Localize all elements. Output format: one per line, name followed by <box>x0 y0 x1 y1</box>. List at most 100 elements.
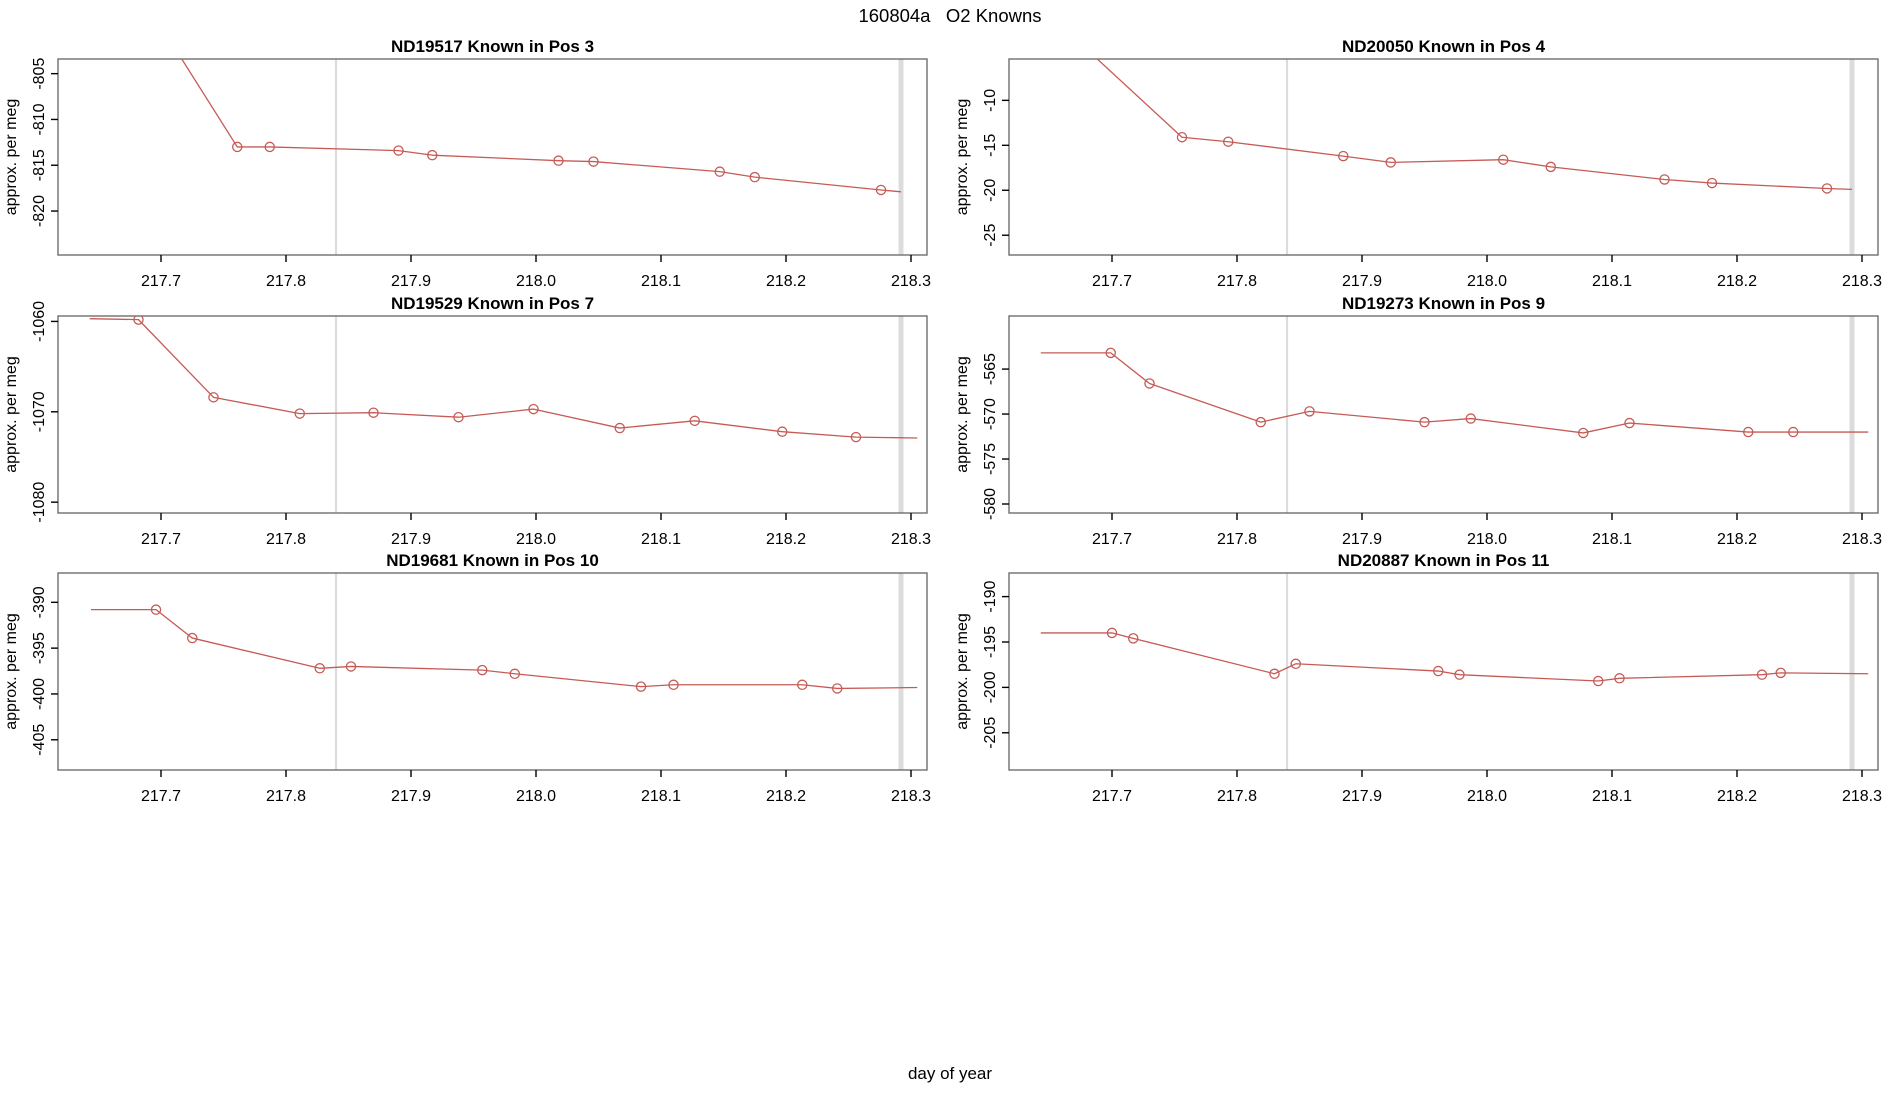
y-tick-label: -570 <box>982 398 999 430</box>
x-tick-label: 217.7 <box>1092 531 1132 548</box>
y-tick-label: -195 <box>982 626 999 658</box>
data-point <box>1545 161 1557 173</box>
data-point <box>668 679 679 691</box>
y-tick-label: -10 <box>982 89 999 112</box>
data-point <box>1624 417 1635 429</box>
y-axis: -805 -810 -815 -820 <box>31 58 58 227</box>
x-tick-label: 218.0 <box>1467 788 1507 805</box>
panel-nd19681: 217.7 217.8 217.9 218.0 218.1 218.2 218.3-390-… <box>3 551 931 805</box>
x-tick-label: 218.1 <box>1592 273 1632 290</box>
data-series <box>1040 627 1869 687</box>
y-tick-label: -820 <box>31 195 48 227</box>
main-title: 160804a O2 Knowns <box>858 5 1042 26</box>
data-point <box>850 431 862 443</box>
data-point <box>1045 10 1054 19</box>
x-tick-label: 218.3 <box>891 273 931 290</box>
data-line <box>180 59 902 193</box>
data-point <box>264 141 275 153</box>
y-tick-label: -1080 <box>31 482 48 523</box>
data-series <box>89 316 918 443</box>
x-axis: 217.7 217.8 217.9 218.0 218.1 218.2 218.3 <box>141 513 931 548</box>
x-tick-label: 217.7 <box>141 788 181 805</box>
data-point <box>689 415 701 427</box>
data-point <box>635 681 647 692</box>
y-tick-label: -1060 <box>31 301 48 342</box>
data-point <box>1128 633 1139 644</box>
y-axis: -565 -570 -575 -580 <box>982 353 1009 520</box>
y-tick-label: -15 <box>982 134 999 157</box>
data-point <box>1105 347 1117 359</box>
y-tick-label: -20 <box>982 179 999 202</box>
x-tick-label: 218.1 <box>1592 788 1632 805</box>
x-tick-label: 218.3 <box>1842 531 1882 548</box>
data-point <box>1223 136 1234 147</box>
data-point <box>231 141 243 153</box>
data-point <box>614 422 626 434</box>
data-series <box>1040 347 1869 439</box>
data-point <box>294 408 305 419</box>
data-point <box>1176 131 1188 143</box>
y-tick-label: -25 <box>982 224 999 247</box>
data-point <box>832 683 843 694</box>
panel-title: ND20050 Known in Pos 4 <box>1342 37 1546 56</box>
x-axis: 217.7 217.8 217.9 218.0 218.1 218.2 218.3 <box>141 770 931 805</box>
panel-nd20050: 217.7 217.8 217.9 218.0 218.1 218.2 218.3-10-1… <box>954 10 1882 290</box>
data-point <box>588 156 599 167</box>
data-line <box>1040 632 1869 682</box>
data-point <box>528 403 539 415</box>
data-point <box>1465 413 1477 424</box>
y-tick-label: -805 <box>31 58 48 90</box>
data-point <box>1106 627 1118 639</box>
x-tick-label: 218.0 <box>1467 531 1507 548</box>
data-point <box>797 679 808 691</box>
plot-box <box>57 58 928 256</box>
x-tick-label: 217.9 <box>1342 531 1382 548</box>
panel-nd20887: 217.7 217.8 217.9 218.0 218.1 218.2 218.3-190-… <box>954 551 1882 805</box>
y-axis: -390 -395 -400 -405 <box>31 586 58 756</box>
y-axis-title: approx. per meg <box>954 356 971 473</box>
x-axis: 217.7 217.8 217.9 218.0 218.1 218.2 218.3 <box>1092 513 1882 548</box>
data-point <box>476 664 488 676</box>
x-tick-label: 218.2 <box>766 788 806 805</box>
x-tick-label: 217.9 <box>1342 273 1382 290</box>
x-tick-label: 217.7 <box>1092 788 1132 805</box>
panel-title: ND19517 Known in Pos 3 <box>391 37 594 56</box>
x-tick-label: 217.7 <box>141 273 181 290</box>
y-tick-label: -580 <box>982 488 999 520</box>
data-line <box>1096 59 1853 191</box>
y-tick-label: -400 <box>31 678 48 710</box>
x-tick-label: 218.0 <box>516 788 556 805</box>
y-axis-title: approx. per meg <box>3 613 20 730</box>
data-point <box>1255 416 1267 428</box>
x-tick-label: 217.7 <box>1092 273 1132 290</box>
plot-box <box>1008 315 1879 514</box>
x-tick-label: 217.7 <box>141 531 181 548</box>
y-tick-label: -1070 <box>31 391 48 432</box>
data-point <box>186 632 198 644</box>
y-axis-title: approx. per meg <box>954 613 971 730</box>
x-tick-label: 217.9 <box>391 531 431 548</box>
data-point <box>1578 427 1589 439</box>
x-tick-label: 218.2 <box>1717 788 1757 805</box>
x-tick-label: 218.3 <box>1842 273 1882 290</box>
plot-box <box>57 572 928 771</box>
x-axis-label: day of year <box>907 1064 993 1083</box>
data-line <box>91 609 918 690</box>
data-point <box>345 661 357 672</box>
x-tick-label: 218.0 <box>516 531 556 548</box>
x-tick-label: 217.8 <box>1217 531 1257 548</box>
x-tick-label: 218.3 <box>891 531 931 548</box>
y-tick-label: -405 <box>31 724 48 756</box>
data-series <box>180 59 902 196</box>
x-tick-label: 218.1 <box>1592 531 1632 548</box>
data-point <box>208 392 219 403</box>
data-point <box>1821 183 1833 194</box>
data-series <box>1045 10 1853 194</box>
panel-nd19529: 217.7 217.8 217.9 218.0 218.1 218.2 218.3 -1060… <box>3 294 931 548</box>
data-point <box>1593 675 1604 687</box>
x-tick-label: 218.1 <box>641 531 681 548</box>
y-axis-title: approx. per meg <box>954 99 971 216</box>
data-point <box>1614 673 1625 684</box>
data-point <box>1304 406 1315 417</box>
data-point <box>749 171 761 183</box>
